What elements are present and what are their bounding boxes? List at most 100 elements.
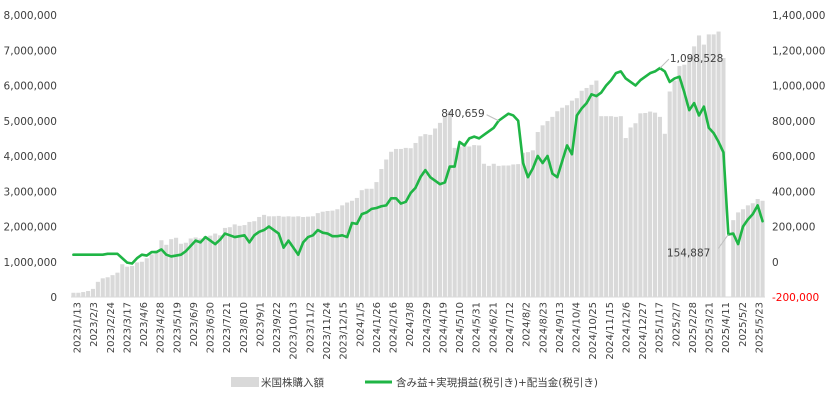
x-tick-label: 2024/1/26 (372, 302, 383, 353)
annotation-label: 154,887 (667, 247, 710, 259)
bar (139, 261, 144, 297)
bar (408, 148, 413, 297)
bar (638, 113, 643, 297)
x-tick-label: 2023/9/22 (272, 302, 283, 353)
x-tick-label: 2023/1/13 (73, 302, 84, 353)
bar (609, 116, 614, 297)
bar (134, 262, 140, 297)
left-tick-label: 5,000,000 (4, 116, 57, 128)
left-tick-label: 6,000,000 (4, 81, 57, 93)
legend-label-bar: 米国株購入額 (261, 376, 324, 389)
bar (452, 147, 457, 297)
x-tick-label: 2023/11/24 (322, 302, 333, 360)
left-tick-label: 7,000,000 (4, 45, 57, 57)
right-tick-label: 600,000 (772, 151, 815, 163)
legend-swatch-bar (231, 377, 259, 387)
bar (760, 200, 765, 297)
line-path (72, 66, 764, 265)
legend-label-line: 含み益+実現損益(税引き)+配当金(税引き) (396, 376, 598, 389)
bar (232, 224, 237, 297)
bar (271, 216, 276, 297)
x-axis-ticks: 2023/1/13 2023/2/3 2023/2/24 2023/3/17 2023/… (73, 302, 766, 360)
x-tick-label: 2025/3/21 (705, 302, 716, 353)
bar (589, 84, 594, 297)
x-tick-label: 2025/4/11 (721, 302, 732, 353)
bar (496, 165, 501, 297)
bar (711, 34, 716, 297)
bar (144, 258, 149, 297)
annotation-leader (486, 114, 499, 122)
bar (218, 235, 223, 297)
bar (154, 250, 159, 297)
bar (276, 215, 281, 297)
bar (335, 209, 340, 297)
annotation-leader (717, 234, 729, 249)
bar (462, 144, 467, 297)
bar (736, 212, 741, 297)
bar (325, 210, 330, 297)
bar (76, 292, 81, 297)
bar (740, 209, 746, 297)
bar (252, 221, 257, 297)
x-tick-label: 2025/1/17 (655, 302, 666, 353)
bar (130, 265, 135, 297)
bar (418, 136, 423, 297)
x-tick-label: 2024/10/4 (572, 302, 583, 353)
bar (364, 188, 369, 297)
bar (286, 216, 291, 297)
x-tick-label: 2024/12/6 (621, 302, 632, 353)
bar (501, 165, 506, 297)
bar (188, 238, 193, 297)
bar (125, 266, 130, 297)
bar (696, 35, 702, 297)
bar (584, 87, 589, 297)
x-tick-label: 2024/8/2 (522, 302, 533, 347)
right-tick-label: 1,000,000 (772, 81, 825, 93)
bar (447, 111, 452, 297)
x-tick-label: 2024/3/8 (405, 302, 416, 347)
right-tick-label: 0 (772, 257, 779, 269)
x-tick-label: 2024/2/16 (389, 302, 400, 353)
x-tick-label: 2023/4/6 (139, 302, 150, 347)
x-tick-label: 2024/4/19 (438, 302, 449, 353)
bar (721, 58, 726, 297)
bar (208, 235, 213, 297)
x-tick-label: 2024/5/31 (472, 302, 483, 353)
bar (677, 66, 682, 297)
bar (706, 34, 711, 297)
bar (623, 138, 628, 297)
bar (120, 264, 125, 297)
bar (569, 100, 574, 297)
bar (198, 238, 203, 297)
x-tick-label: 2025/2/28 (688, 302, 699, 353)
x-tick-label: 2024/7/12 (505, 302, 516, 353)
bar (95, 281, 100, 297)
bar (745, 205, 750, 297)
bar (667, 91, 672, 298)
bar (633, 123, 638, 297)
bar (599, 116, 604, 297)
bar (183, 242, 188, 297)
bar (222, 227, 227, 297)
right-axis-ticks: -200,000 0 200,000 400,000 600,000 800,000 1,0… (772, 10, 825, 304)
left-tick-label: 3,000,000 (4, 186, 57, 198)
bar (540, 125, 545, 297)
bar (750, 203, 755, 297)
bar (86, 291, 91, 297)
x-tick-label: 2024/11/15 (605, 302, 616, 360)
left-tick-label: 1,000,000 (4, 257, 57, 269)
left-axis-ticks: 0 1,000,000 2,000,000 3,000,000 4,000,000 5,0… (4, 10, 57, 304)
bar (237, 225, 242, 297)
legend: 米国株購入額 含み益+実現損益(税引き)+配当金(税引き) (231, 376, 598, 389)
bar (340, 205, 345, 297)
bar (213, 233, 218, 297)
right-tick-label: 400,000 (772, 186, 815, 198)
bar (374, 182, 379, 297)
right-tick-label: 200,000 (772, 222, 815, 234)
x-tick-label: 2023/10/13 (289, 302, 300, 360)
bar (682, 64, 687, 297)
bar (247, 221, 252, 297)
x-tick-label: 2025/5/23 (755, 302, 766, 353)
bar (437, 122, 443, 297)
bar (115, 272, 120, 297)
